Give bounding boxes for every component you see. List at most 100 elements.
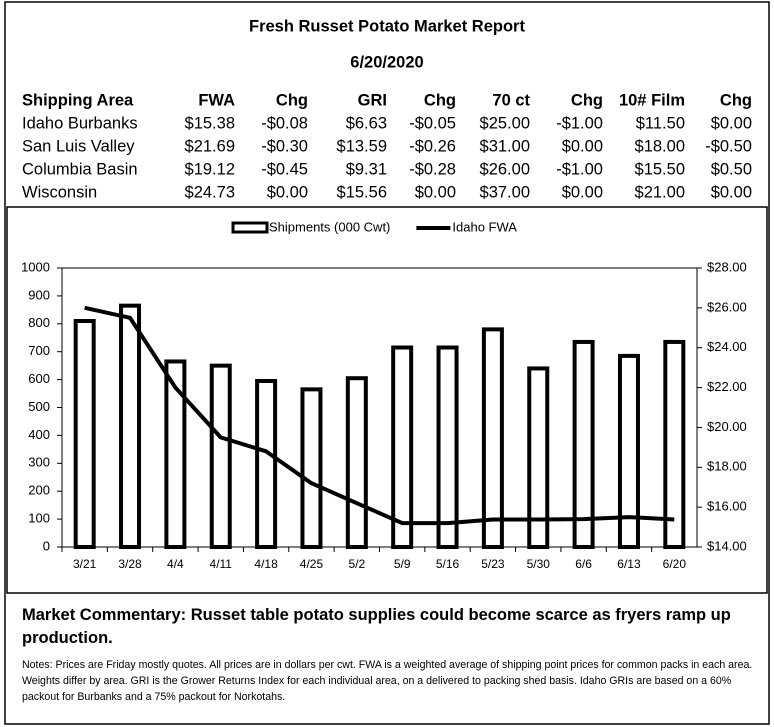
- bar: [255, 378, 278, 549]
- table-cell: San Luis Valley: [22, 137, 135, 155]
- chart-border: [6, 206, 768, 594]
- x-tick-label: 4/25: [300, 557, 324, 571]
- x-tick-label: 3/28: [118, 557, 142, 571]
- table-cell: -$1.00: [556, 114, 603, 132]
- bar: [164, 359, 187, 549]
- bar: [345, 376, 368, 549]
- table-cell: Columbia Basin: [22, 160, 138, 178]
- table-cell: $0.00: [562, 137, 603, 155]
- x-tick-label: 5/23: [481, 557, 505, 571]
- table-header: Chg: [720, 91, 752, 109]
- bar: [436, 345, 459, 550]
- y-tick-label: 1000: [21, 259, 50, 274]
- table-cell: $31.00: [480, 137, 530, 155]
- line: [84, 305, 675, 526]
- legend-label: Idaho FWA: [452, 219, 517, 234]
- table-cell: -$0.30: [261, 137, 308, 155]
- table-cell: $15.50: [635, 160, 685, 178]
- table-cell: $0.00: [415, 183, 456, 201]
- bar: [209, 363, 232, 549]
- y2-tick-label: $24.00: [707, 339, 747, 354]
- bar: [73, 319, 96, 550]
- table-cell: -$0.08: [261, 114, 308, 132]
- table-cell: $19.12: [185, 160, 235, 178]
- bar: [119, 303, 142, 550]
- table-cell: -$1.00: [556, 160, 603, 178]
- table-cell: -$0.26: [409, 137, 456, 155]
- y-tick-label: 300: [28, 455, 50, 470]
- bar: [391, 345, 414, 550]
- table-cell: $25.00: [480, 114, 530, 132]
- y-tick-label: 700: [28, 343, 50, 358]
- table-cell: $11.50: [636, 114, 685, 132]
- commentary: Market Commentary: Russet table potato s…: [22, 606, 731, 647]
- x-tick-label: 4/4: [167, 557, 184, 571]
- table-cell: $0.50: [711, 160, 752, 178]
- bar: [617, 353, 640, 550]
- legend-swatch: [231, 221, 269, 234]
- table-cell: $0.00: [711, 183, 752, 201]
- bar: [300, 387, 323, 549]
- table-cell: -$0.50: [705, 137, 752, 155]
- table-header: Chg: [276, 91, 308, 109]
- x-tick-label: 4/11: [210, 557, 233, 571]
- y-tick-label: 800: [28, 315, 50, 330]
- table-cell: Idaho Burbanks: [22, 114, 138, 132]
- outer-border: [4, 1, 770, 725]
- bar: [527, 366, 550, 549]
- legend-label: Shipments (000 Cwt): [269, 219, 390, 234]
- x-tick-label: 3/21: [73, 557, 97, 571]
- notes: Notes: Prices are Friday mostly quotes. …: [22, 659, 753, 703]
- x-tick-label: 4/18: [254, 557, 278, 571]
- table-cell: $13.59: [337, 137, 387, 155]
- table-cell: $0.00: [711, 114, 752, 132]
- x-tick-label: 6/6: [575, 557, 592, 571]
- table-header: Shipping Area: [22, 91, 134, 109]
- x-tick-label: 5/30: [527, 557, 551, 571]
- table-header: 70 ct: [492, 91, 530, 109]
- table-cell: -$0.28: [409, 160, 456, 178]
- y-tick-label: 900: [28, 287, 50, 302]
- table-header: Chg: [571, 91, 603, 109]
- y2-tick-label: $18.00: [707, 459, 747, 474]
- table-cell: $0.00: [267, 183, 308, 201]
- bar: [572, 339, 595, 549]
- table-cell: $37.00: [480, 183, 530, 201]
- table-cell: $26.00: [480, 160, 530, 178]
- table-cell: $24.73: [185, 183, 235, 201]
- y2-tick-label: $26.00: [707, 299, 747, 314]
- bar: [663, 339, 686, 549]
- table-cell: $15.38: [185, 114, 235, 132]
- table-cell: $21.00: [635, 183, 685, 201]
- table-cell: $9.31: [346, 160, 387, 178]
- plot-frame: [61, 267, 698, 548]
- y-tick-label: 100: [28, 511, 50, 526]
- date: 6/20/2020: [350, 53, 423, 71]
- y2-tick-label: $16.00: [707, 499, 747, 514]
- table-cell: -$0.45: [261, 160, 308, 178]
- x-tick-label: 6/13: [617, 557, 641, 571]
- table-cell: $18.00: [635, 137, 685, 155]
- y2-tick-label: $22.00: [707, 379, 747, 394]
- title: Fresh Russet Potato Market Report: [249, 17, 525, 35]
- x-tick-label: 5/2: [348, 557, 365, 571]
- x-tick-label: 5/9: [394, 557, 411, 571]
- x-tick-label: 6/20: [663, 557, 687, 571]
- x-tick-label: 5/16: [436, 557, 460, 571]
- table-cell: $0.00: [562, 183, 603, 201]
- table-cell: -$0.05: [409, 114, 456, 132]
- y-tick-label: 400: [28, 427, 50, 442]
- y-tick-label: 500: [28, 399, 50, 414]
- table-header: Chg: [424, 91, 456, 109]
- y-tick-label: 200: [28, 483, 50, 498]
- y-tick-label: 600: [28, 371, 50, 386]
- bar: [481, 327, 504, 549]
- y2-tick-label: $28.00: [707, 259, 747, 274]
- table-header: FWA: [198, 91, 235, 109]
- table-cell: $15.56: [337, 183, 387, 201]
- table-cell: Wisconsin: [22, 183, 97, 201]
- table-header: 10# Film: [619, 91, 685, 109]
- table-cell: $6.63: [346, 114, 387, 132]
